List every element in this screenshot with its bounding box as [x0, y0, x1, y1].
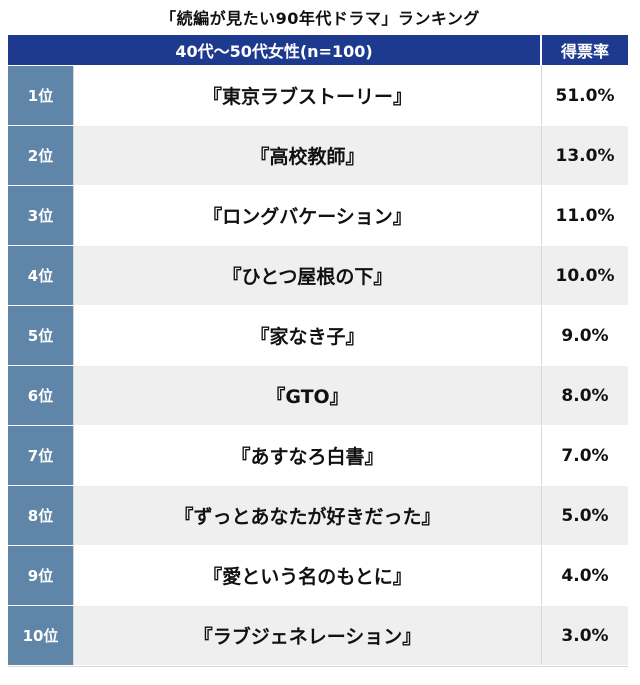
drama-title-cell: 『ラブジェネレーション』 — [73, 606, 541, 665]
header-rate-label: 得票率 — [542, 35, 628, 65]
drama-title-cell: 『GTO』 — [73, 366, 541, 425]
vote-rate-cell: 3.0% — [541, 606, 628, 665]
table-row: 8位 『ずっとあなたが好きだった』 5.0% — [8, 486, 628, 545]
rank-cell: 6位 — [8, 366, 73, 425]
vote-rate-cell: 13.0% — [541, 126, 628, 185]
table-row: 3位 『ロングバケーション』 11.0% — [8, 186, 628, 245]
table-row: 4位 『ひとつ屋根の下』 10.0% — [8, 246, 628, 305]
table-bottom-divider — [8, 666, 628, 667]
rank-cell: 5位 — [8, 306, 73, 365]
rank-cell: 9位 — [8, 546, 73, 605]
table-row: 5位 『家なき子』 9.0% — [8, 306, 628, 365]
header-group-label: 40代〜50代女性(n=100) — [8, 35, 540, 65]
drama-title-cell: 『愛という名のもとに』 — [73, 546, 541, 605]
drama-title-cell: 『ロングバケーション』 — [73, 186, 541, 245]
rank-cell: 4位 — [8, 246, 73, 305]
vote-rate-cell: 8.0% — [541, 366, 628, 425]
drama-title-cell: 『家なき子』 — [73, 306, 541, 365]
drama-title-cell: 『ずっとあなたが好きだった』 — [73, 486, 541, 545]
drama-title-cell: 『東京ラブストーリー』 — [73, 66, 541, 125]
table-row: 10位 『ラブジェネレーション』 3.0% — [8, 606, 628, 665]
vote-rate-cell: 51.0% — [541, 66, 628, 125]
vote-rate-cell: 7.0% — [541, 426, 628, 485]
rank-cell: 3位 — [8, 186, 73, 245]
table-header: 40代〜50代女性(n=100) 得票率 — [8, 35, 628, 65]
rank-cell: 10位 — [8, 606, 73, 665]
table-row: 1位 『東京ラブストーリー』 51.0% — [8, 66, 628, 125]
ranking-table: 1位 『東京ラブストーリー』 51.0% 2位 『高校教師』 13.0% 3位 … — [8, 66, 628, 666]
vote-rate-cell: 11.0% — [541, 186, 628, 245]
rank-cell: 1位 — [8, 66, 73, 125]
ranking-title: 「続編が見たい90年代ドラマ」ランキング — [160, 9, 480, 28]
rank-cell: 2位 — [8, 126, 73, 185]
vote-rate-cell: 5.0% — [541, 486, 628, 545]
vote-rate-cell: 9.0% — [541, 306, 628, 365]
rank-cell: 8位 — [8, 486, 73, 545]
table-row: 7位 『あすなろ白書』 7.0% — [8, 426, 628, 485]
drama-title-cell: 『ひとつ屋根の下』 — [73, 246, 541, 305]
table-row: 6位 『GTO』 8.0% — [8, 366, 628, 425]
table-row: 9位 『愛という名のもとに』 4.0% — [8, 546, 628, 605]
vote-rate-cell: 10.0% — [541, 246, 628, 305]
table-row: 2位 『高校教師』 13.0% — [8, 126, 628, 185]
vote-rate-cell: 4.0% — [541, 546, 628, 605]
drama-title-cell: 『あすなろ白書』 — [73, 426, 541, 485]
rank-cell: 7位 — [8, 426, 73, 485]
drama-title-cell: 『高校教師』 — [73, 126, 541, 185]
